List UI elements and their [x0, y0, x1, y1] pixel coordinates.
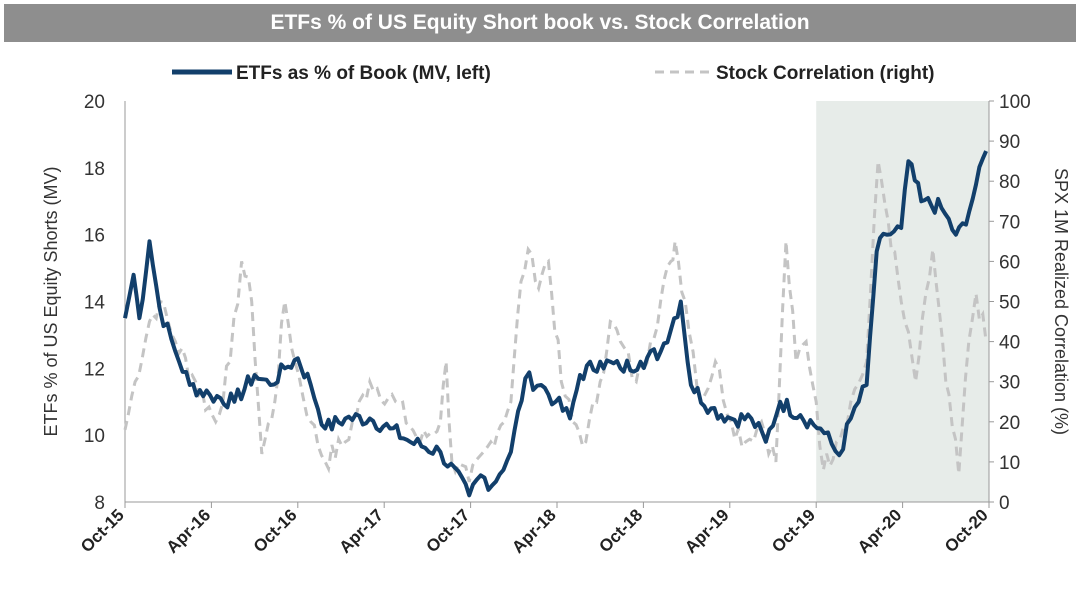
- left-tick-label: 8: [94, 493, 105, 514]
- right-tick-label: 60: [999, 252, 1020, 273]
- right-tick-label: 0: [999, 493, 1010, 514]
- right-tick-label: 30: [999, 373, 1020, 394]
- right-tick-label: 70: [999, 212, 1020, 233]
- right-tick-label: 10: [999, 453, 1020, 474]
- left-tick-label: 14: [84, 293, 106, 314]
- x-tick-label: Oct-20: [941, 505, 992, 556]
- left-tick-label: 20: [84, 92, 105, 113]
- right-tick-label: 90: [999, 132, 1020, 153]
- x-tick-label: Apr-20: [854, 505, 906, 557]
- x-tick-label: Oct-19: [768, 505, 819, 556]
- left-axis-label: ETFs % of US Equity Shorts (MV): [41, 166, 61, 436]
- chart-title: ETFs % of US Equity Short book vs. Stock…: [4, 4, 1076, 42]
- x-tick-label: Apr-18: [508, 505, 560, 557]
- series-etfs-pct-book: [123, 150, 988, 498]
- x-tick-label: Oct-18: [595, 505, 646, 556]
- left-tick-label: 18: [84, 159, 105, 180]
- right-tick-label: 80: [999, 172, 1020, 193]
- left-tick-label: 12: [84, 359, 105, 380]
- series-stock-correlation: [123, 160, 988, 483]
- x-tick-label: Apr-17: [336, 505, 388, 557]
- right-tick-label: 20: [999, 413, 1020, 434]
- right-tick-label: 100: [999, 92, 1031, 113]
- left-tick-label: 16: [84, 226, 105, 247]
- left-tick-label: 10: [84, 426, 105, 447]
- right-axis-label: SPX 1M Realized Correlation (%): [1051, 168, 1071, 435]
- x-tick-label: Oct-17: [423, 505, 474, 556]
- x-tick-label: Oct-16: [250, 505, 301, 556]
- right-tick-label: 40: [999, 333, 1020, 354]
- legend-label-etfs: ETFs as % of Book (MV, left): [236, 63, 491, 84]
- x-tick-label: Apr-16: [163, 505, 215, 557]
- right-tick-label: 50: [999, 293, 1020, 314]
- x-tick-label: Apr-19: [681, 505, 733, 557]
- legend-label-correlation: Stock Correlation (right): [716, 63, 935, 84]
